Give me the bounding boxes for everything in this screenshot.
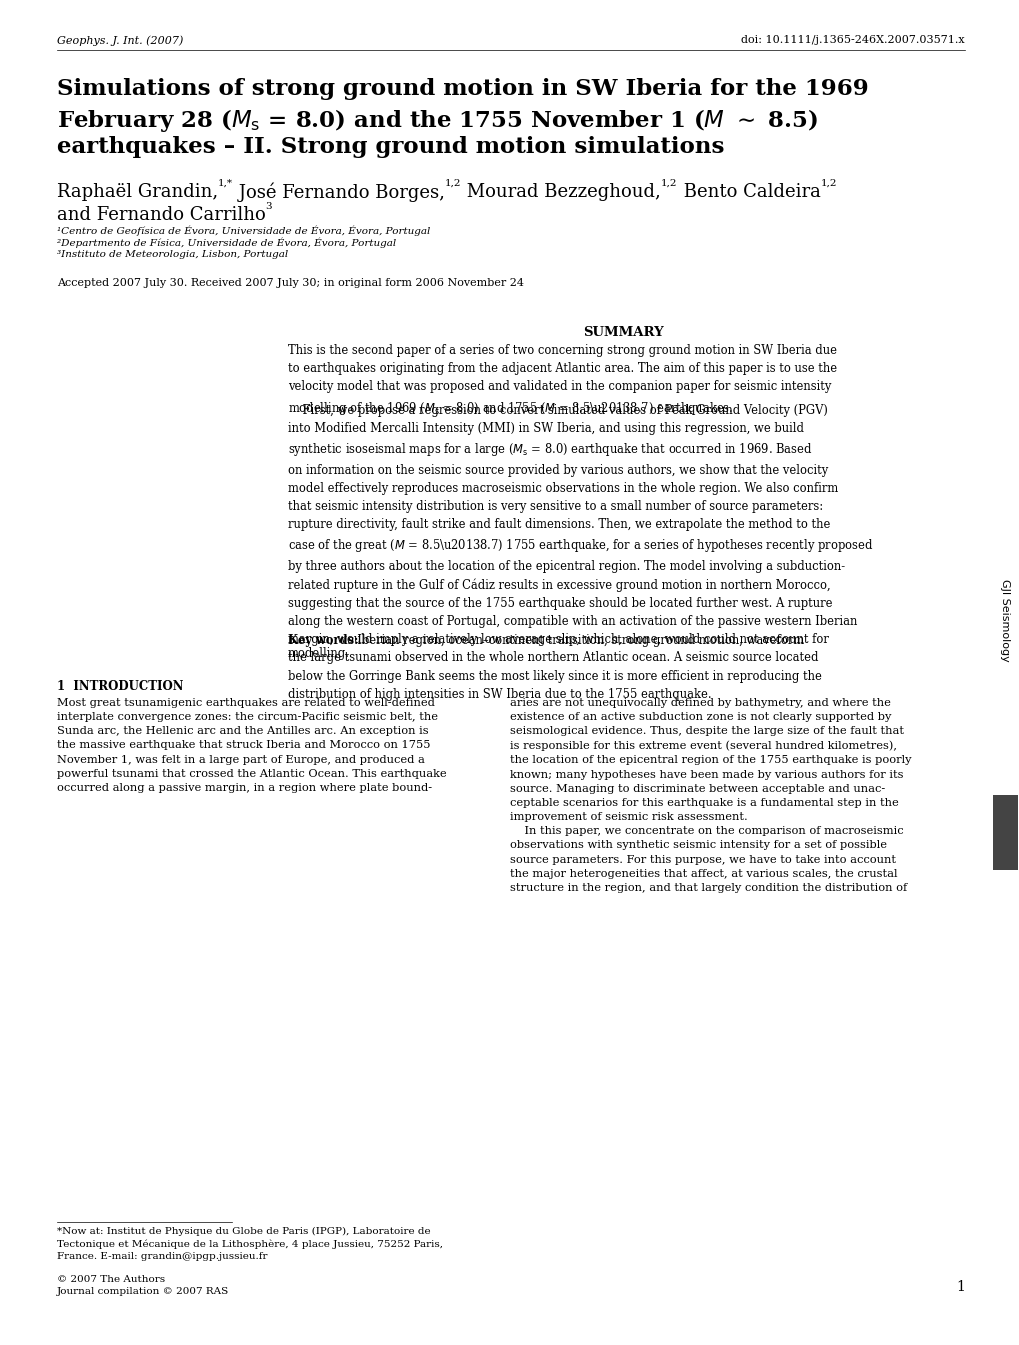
Text: and Fernando Carrilho: and Fernando Carrilho (57, 206, 266, 225)
Text: Mourad Bezzeghoud,: Mourad Bezzeghoud, (461, 183, 660, 200)
Text: Geophys. J. Int. (2007): Geophys. J. Int. (2007) (57, 35, 183, 46)
Text: Simulations of strong ground motion in SW Iberia for the 1969: Simulations of strong ground motion in S… (57, 78, 868, 100)
Text: © 2007 The Authors
Journal compilation © 2007 RAS: © 2007 The Authors Journal compilation ©… (57, 1275, 229, 1297)
Text: 1,2: 1,2 (660, 179, 677, 188)
Text: *Now at: Institut de Physique du Globe de Paris (IPGP), Laboratoire de
Tectoniqu: *Now at: Institut de Physique du Globe d… (57, 1227, 442, 1262)
Bar (993, 795, 1017, 870)
Text: February 28 ($M_\mathrm{s}$ = 8.0) and the 1755 November 1 ($M$ $\sim$ 8.5): February 28 ($M_\mathrm{s}$ = 8.0) and t… (57, 108, 817, 134)
Text: First, we propose a regression to convert simulated values of Peak Ground Veloci: First, we propose a regression to conver… (287, 404, 872, 701)
Text: Raphaël Grandin,: Raphaël Grandin, (57, 183, 218, 200)
Text: earthquakes – II. Strong ground motion simulations: earthquakes – II. Strong ground motion s… (57, 136, 723, 157)
Text: 1,2: 1,2 (820, 179, 837, 188)
Text: Most great tsunamigenic earthquakes are related to well-defined
interplate conve: Most great tsunamigenic earthquakes are … (57, 698, 446, 794)
Text: modelling.: modelling. (287, 647, 350, 660)
Text: ²Departmento de Física, Universidade de Évora, Évora, Portugal: ²Departmento de Física, Universidade de … (57, 238, 395, 249)
Text: 1,2: 1,2 (444, 179, 461, 188)
Text: This is the second paper of a series of two concerning strong ground motion in S: This is the second paper of a series of … (287, 344, 837, 417)
Text: GJI Seismology: GJI Seismology (999, 578, 1009, 662)
Text: Iberian region, ocean–continent transition, strong ground motion, waveform: Iberian region, ocean–continent transiti… (350, 633, 803, 647)
Text: 3: 3 (266, 202, 272, 211)
Text: 1: 1 (955, 1280, 964, 1294)
Text: José Fernando Borges,: José Fernando Borges, (233, 183, 444, 203)
Text: doi: 10.1111/j.1365-246X.2007.03571.x: doi: 10.1111/j.1365-246X.2007.03571.x (741, 35, 964, 44)
Text: Bento Caldeira: Bento Caldeira (677, 183, 820, 200)
Text: ¹Centro de Geofísica de Évora, Universidade de Évora, Évora, Portugal: ¹Centro de Geofísica de Évora, Universid… (57, 226, 430, 237)
Text: ³Instituto de Meteorologia, Lisbon, Portugal: ³Instituto de Meteorologia, Lisbon, Port… (57, 250, 288, 260)
Text: SUMMARY: SUMMARY (583, 325, 663, 339)
Text: 1  INTRODUCTION: 1 INTRODUCTION (57, 681, 183, 693)
Text: aries are not unequivocally defined by bathymetry, and where the
existence of an: aries are not unequivocally defined by b… (510, 698, 911, 893)
Text: 1,*: 1,* (218, 179, 233, 188)
Text: Key words:: Key words: (287, 633, 358, 647)
Text: Accepted 2007 July 30. Received 2007 July 30; in original form 2006 November 24: Accepted 2007 July 30. Received 2007 Jul… (57, 278, 524, 288)
